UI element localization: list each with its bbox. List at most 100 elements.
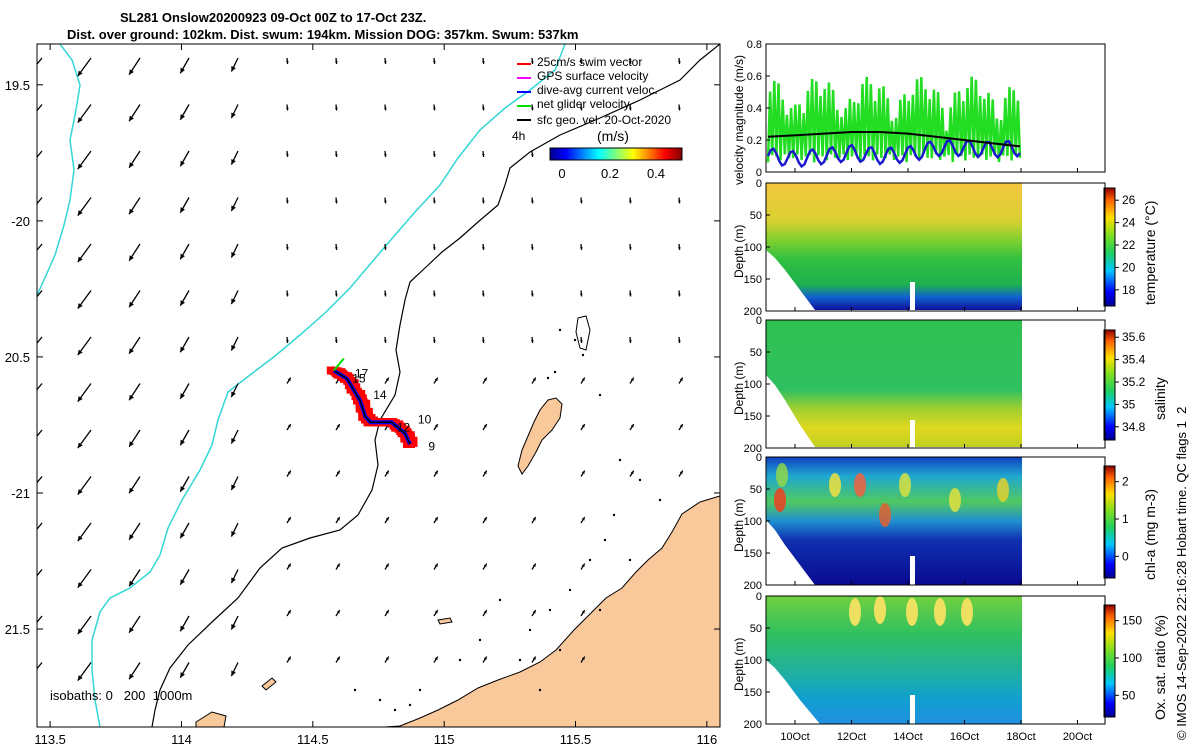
vector-arrowhead bbox=[483, 610, 487, 614]
vector-arrowhead bbox=[628, 107, 632, 111]
vector-arrowhead bbox=[77, 70, 83, 77]
map-xtick-label: 116 bbox=[696, 732, 717, 747]
vector-arrowhead bbox=[530, 154, 534, 157]
map-ytick-label: 21.5 bbox=[5, 622, 30, 637]
vector-arrowhead bbox=[77, 628, 83, 635]
vector-arrowhead bbox=[287, 517, 291, 521]
vector-arrowhead bbox=[628, 293, 632, 297]
vector-arrowhead bbox=[628, 200, 632, 204]
vector-arrowhead bbox=[581, 517, 585, 521]
island-dot bbox=[598, 393, 602, 397]
vector-arrowhead bbox=[628, 61, 632, 64]
velocity-ytick-label: 0.6 bbox=[747, 71, 762, 83]
chart-title-line2: Dist. over ground: 102km. Dist. swum: 19… bbox=[67, 27, 579, 42]
vector-arrowhead bbox=[532, 656, 536, 661]
island-dot bbox=[628, 558, 632, 562]
velocity-panel: 0 0.2 0.4 0.6 0.8 velocity magnitude (m/s) bbox=[732, 39, 1106, 185]
vector-arrowhead bbox=[385, 517, 389, 521]
chla-hotspot bbox=[879, 503, 891, 527]
colorbar-tick-label: 35.4 bbox=[1122, 353, 1146, 367]
vector-arrowhead bbox=[285, 293, 289, 297]
vector-arrowhead bbox=[336, 610, 340, 614]
depth-tick-label: 200 bbox=[744, 443, 762, 455]
vector-arrowhead bbox=[383, 340, 387, 343]
vector-arrowhead bbox=[679, 470, 683, 475]
vector-arrowhead bbox=[129, 255, 134, 261]
map-ticks: 113.5 114 114.5 115 115.5 116 19.5 -20 20.5 -21 21… bbox=[5, 44, 720, 747]
depth-tick-label: 0 bbox=[756, 178, 762, 190]
vector-arrowhead bbox=[385, 610, 389, 614]
vector-arrowhead bbox=[434, 656, 438, 661]
current-vector bbox=[37, 383, 43, 391]
vector-arrowhead bbox=[677, 247, 681, 250]
vector-arrowhead bbox=[334, 154, 338, 157]
vector-arrowhead bbox=[385, 377, 389, 382]
island-dot bbox=[548, 608, 552, 612]
chla-hotspot bbox=[899, 473, 911, 497]
legend-entry-gps: GPS surface velocity bbox=[517, 69, 648, 83]
vector-arrowhead bbox=[129, 348, 134, 354]
vector-arrowhead bbox=[530, 200, 534, 204]
vector-arrowhead bbox=[432, 247, 436, 250]
map-ytick-label: 20.5 bbox=[5, 350, 30, 365]
vector-arrowhead bbox=[231, 65, 236, 72]
vector-arrowhead bbox=[434, 470, 438, 475]
legend-entry-sfc-geo: sfc geo. vel. 20-Oct-2020 bbox=[517, 113, 671, 127]
depth-tick-label: 100 bbox=[744, 242, 762, 254]
island-dot bbox=[538, 688, 542, 692]
vector-arrowhead bbox=[481, 293, 485, 297]
vector-arrowhead bbox=[180, 300, 185, 306]
vector-arrowhead bbox=[26, 444, 31, 449]
vector-arrowhead bbox=[530, 340, 534, 343]
chla-colorbar bbox=[1103, 465, 1116, 579]
vector-arrowhead bbox=[483, 656, 487, 661]
vector-arrowhead bbox=[628, 247, 632, 250]
current-vector bbox=[37, 615, 43, 624]
isobath-legend: isobaths: 0 200 1000m bbox=[50, 688, 192, 703]
vector-arrowhead bbox=[77, 535, 83, 542]
island-small-2 bbox=[261, 677, 277, 691]
vector-arrowhead bbox=[180, 393, 185, 399]
colorbar-tick-label: 0 bbox=[1122, 549, 1129, 563]
vector-arrowhead bbox=[530, 107, 534, 111]
colorbar-tick-label: 100 bbox=[1122, 651, 1142, 665]
vector-arrowhead bbox=[336, 517, 340, 521]
current-vector bbox=[37, 197, 43, 205]
vector-arrowhead bbox=[581, 563, 585, 568]
oxygen-hotspot bbox=[849, 598, 861, 626]
svg-text:GPS surface velocity: GPS surface velocity bbox=[537, 69, 648, 83]
island-dot bbox=[393, 708, 397, 712]
vector-arrowhead bbox=[285, 154, 289, 157]
island-dot bbox=[378, 698, 382, 702]
vector-arrowhead bbox=[383, 247, 387, 250]
vector-arrowhead bbox=[383, 293, 387, 297]
vector-arrowhead bbox=[530, 247, 534, 250]
velocity-ytick-label: 0.8 bbox=[747, 39, 762, 51]
vector-arrowhead bbox=[77, 349, 83, 356]
vector-arrowhead bbox=[579, 340, 583, 343]
temperature-section bbox=[766, 183, 1022, 310]
island-dot bbox=[618, 458, 622, 462]
island-dot bbox=[588, 558, 592, 562]
vector-arrowhead bbox=[432, 340, 436, 343]
chla-section bbox=[766, 457, 1022, 585]
vector-arrowhead bbox=[579, 293, 583, 297]
vector-arrowhead bbox=[129, 441, 134, 447]
vector-arrowhead bbox=[385, 563, 389, 568]
vector-arrowhead bbox=[180, 532, 185, 539]
vector-arrowhead bbox=[677, 61, 681, 64]
vector-arrowhead bbox=[129, 394, 134, 401]
colorbar-tick-label: 35.6 bbox=[1122, 330, 1146, 344]
vector-arrowhead bbox=[180, 160, 185, 167]
date-tick-label: 12Oct bbox=[837, 731, 866, 743]
vector-arrowhead bbox=[383, 61, 387, 64]
salinity-colorbar bbox=[1103, 329, 1116, 441]
oxygen-panel: Ox. sat. ratio (%) bbox=[766, 596, 1168, 724]
vector-arrowhead bbox=[287, 377, 291, 382]
isobath-1000m bbox=[91, 44, 566, 727]
colorbar-title: (m/s) bbox=[597, 128, 629, 144]
legend-entry-net-glider: net glider velocity bbox=[517, 97, 630, 111]
